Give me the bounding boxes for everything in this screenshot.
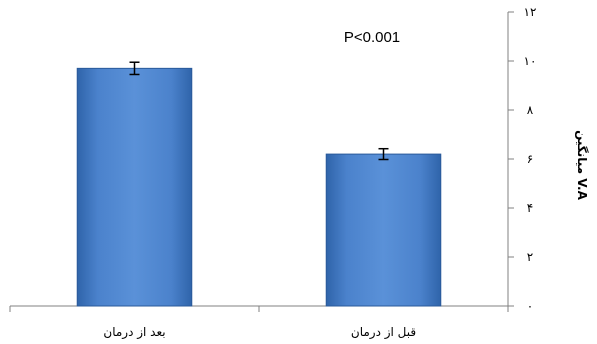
bar-1 [76,67,193,307]
y-tick-label: ۲ [527,250,533,264]
labels: ۰ ۲ ۴ ۶ ۸ ۱۰ ۱۲ بعد از درمان قبل از درمان P<0.001… [103,5,589,340]
y-axis-title: میانگین V.A [575,130,589,200]
y-tick-label: ۰ [527,299,533,313]
y-tick-label: ۶ [527,152,533,166]
y-tick-label: ۱۰ [524,54,537,68]
bars [76,61,442,307]
y-tick-label: ۱۲ [524,5,537,19]
y-tick-label: ۴ [527,201,533,215]
y-tick-label: ۸ [527,103,534,117]
category-label-2: قبل از درمان [351,325,416,340]
p-value-annotation: P<0.001 [344,29,400,46]
category-label-1: بعد از درمان [103,325,165,340]
bar-2 [325,153,442,307]
